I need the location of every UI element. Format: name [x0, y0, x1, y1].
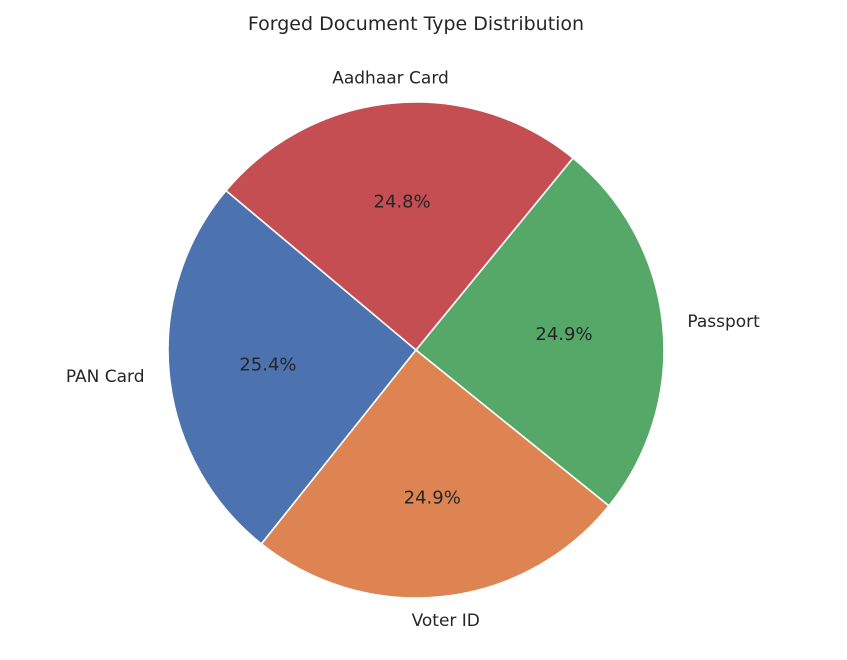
percentage-labels: 25.4% 24.9% 24.9% 24.8%: [239, 191, 592, 508]
pct-label-passport: 24.9%: [535, 324, 592, 345]
category-label-passport: Passport: [687, 312, 760, 332]
pie-slices: [167, 101, 665, 599]
pie-slice-passport: [414, 156, 665, 507]
pie-slice-voter-id: [260, 348, 611, 599]
chart-title: Forged Document Type Distribution: [248, 13, 584, 35]
pct-label-pan-card: 25.4%: [239, 354, 296, 375]
category-label-voter-id: Voter ID: [412, 611, 480, 631]
pie-slice-aadhaar-card: [224, 101, 575, 352]
pie-slice-pan-card: [167, 189, 418, 546]
pct-label-voter-id: 24.9%: [404, 487, 461, 508]
pct-label-aadhaar-card: 24.8%: [374, 191, 431, 212]
category-labels: PAN Card Voter ID Passport Aadhaar Card: [66, 68, 760, 631]
category-label-aadhaar-card: Aadhaar Card: [332, 68, 449, 88]
category-label-pan-card: PAN Card: [66, 367, 145, 387]
